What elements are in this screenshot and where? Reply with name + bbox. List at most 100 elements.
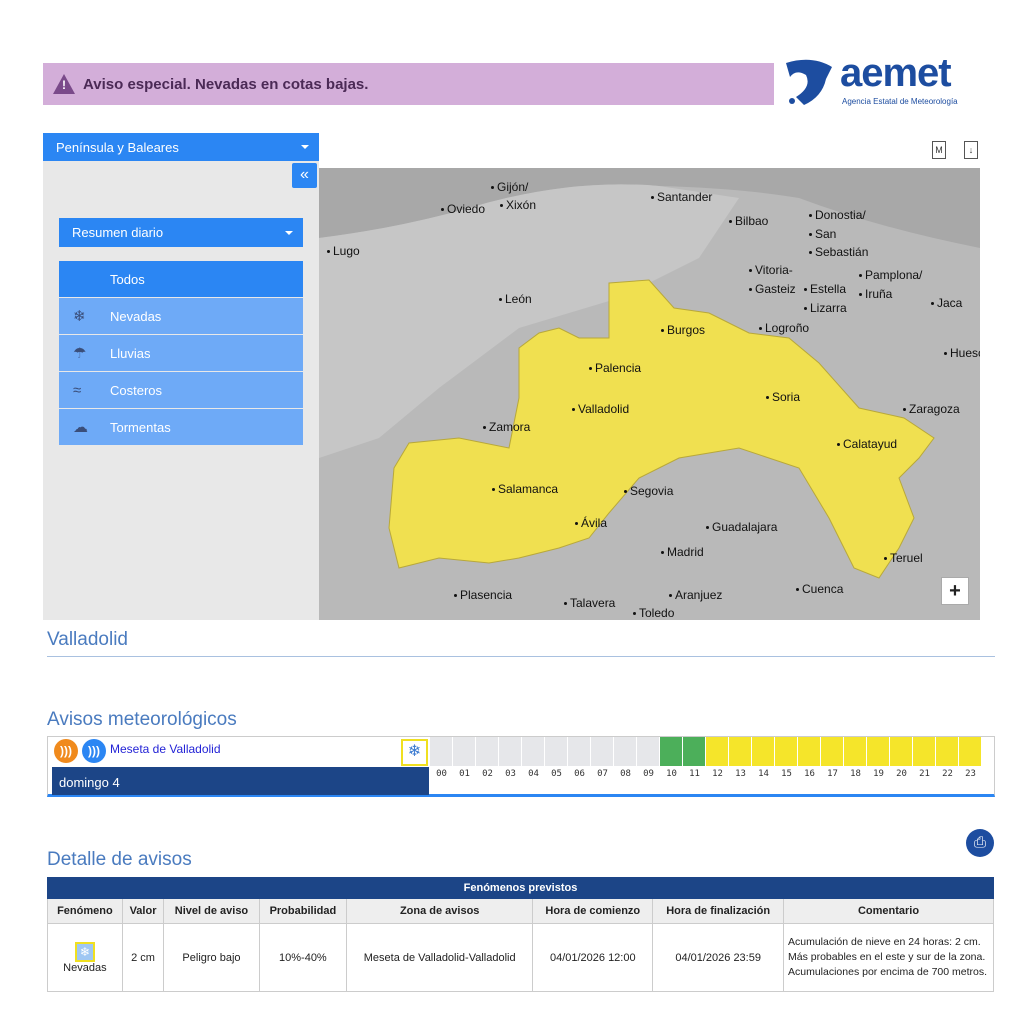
rss-icon[interactable]: ))) <box>54 739 78 763</box>
cell-nivel: Peligro bajo <box>163 923 260 992</box>
waves-icon: ≈ <box>73 381 82 399</box>
menu-item-label: Todos <box>110 271 145 287</box>
print-button[interactable]: ⎙ <box>966 829 994 857</box>
hour-cell: 22 <box>936 737 959 779</box>
hour-label: 22 <box>942 769 953 779</box>
hour-level-bar <box>706 737 729 766</box>
column-header: Hora de comienzo <box>532 898 654 924</box>
hour-cell: 14 <box>752 737 775 779</box>
hour-label: 17 <box>827 769 838 779</box>
hour-level-bar <box>752 737 775 766</box>
cell-zona: Meseta de Valladolid-Valladolid <box>346 923 534 992</box>
snowflake-icon: ❄ <box>73 308 86 325</box>
hour-level-bar <box>637 737 660 766</box>
menu-item-todos[interactable]: Todos <box>59 261 303 297</box>
cell-comienzo: 04/01/2026 12:00 <box>532 923 654 992</box>
hour-level-bar <box>545 737 568 766</box>
column-header: Comentario <box>783 898 994 924</box>
city-label: Valladolid <box>572 402 629 416</box>
zone-link[interactable]: Meseta de Valladolid <box>110 742 221 756</box>
city-label: Segovia <box>624 484 673 498</box>
city-label: Calatayud <box>837 437 897 451</box>
menu-item-tormentas[interactable]: ☁ Tormentas <box>59 409 303 445</box>
cell-fenomeno: ❄ Nevadas <box>47 923 123 992</box>
aemet-logo[interactable]: aemet Agencia Estatal de Meteorología <box>782 53 977 109</box>
view-select[interactable]: Resumen diario <box>59 218 303 247</box>
city-label: Lugo <box>327 244 360 258</box>
column-header: Nivel de aviso <box>163 898 260 924</box>
menu-item-label: Nevadas <box>110 308 162 324</box>
menu-item-lluvias[interactable]: ☂ Lluvias <box>59 335 303 371</box>
region-select[interactable]: Península y Baleares <box>43 133 319 161</box>
menu-item-label: Costeros <box>110 382 163 398</box>
hour-label: 11 <box>689 769 700 779</box>
hour-level-bar <box>591 737 614 766</box>
city-label: Gasteiz <box>749 282 796 296</box>
city-label: Sebastián <box>809 245 868 259</box>
hour-label: 00 <box>436 769 447 779</box>
hour-level-bar <box>936 737 959 766</box>
hour-level-bar <box>890 737 913 766</box>
city-label: Soria <box>766 390 800 404</box>
city-label: Bilbao <box>729 214 768 228</box>
hour-level-bar <box>453 737 476 766</box>
menu-item-costeros[interactable]: ≈ Costeros <box>59 372 303 408</box>
printer-icon: ⎙ <box>973 834 986 851</box>
hour-label: 21 <box>919 769 930 779</box>
hour-label: 09 <box>643 769 654 779</box>
hour-cell: 09 <box>637 737 660 779</box>
hour-label: 16 <box>804 769 815 779</box>
hour-level-bar <box>867 737 890 766</box>
hour-level-bar <box>522 737 545 766</box>
city-label: León <box>499 292 532 306</box>
city-label: Aranjuez <box>669 588 722 602</box>
hour-cell: 07 <box>591 737 614 779</box>
column-header: Valor <box>121 898 165 924</box>
hour-level-bar <box>499 737 522 766</box>
hour-label: 14 <box>758 769 769 779</box>
city-label: Guadalajara <box>706 520 777 534</box>
region-select-value: Península y Baleares <box>56 139 179 155</box>
collapse-sidebar-button[interactable]: « <box>292 163 317 188</box>
hour-level-bar <box>959 737 982 766</box>
city-label: Toledo <box>633 606 674 620</box>
map-terrain-west <box>319 184 739 458</box>
hour-cell: 23 <box>959 737 982 779</box>
menu-item-nevadas[interactable]: ❄ Nevadas <box>59 298 303 334</box>
city-label: Plasencia <box>454 588 512 602</box>
city-label: Teruel <box>884 551 923 565</box>
cell-valor: 2 cm <box>121 923 165 992</box>
zoom-in-button[interactable]: + <box>941 577 969 605</box>
hour-label: 23 <box>965 769 976 779</box>
hour-cell: 19 <box>867 737 890 779</box>
location-title: Valladolid <box>47 629 128 650</box>
hour-label: 02 <box>482 769 493 779</box>
city-label: Talavera <box>564 596 615 610</box>
banner-text: Aviso especial. Nevadas en cotas bajas. <box>83 75 369 93</box>
column-header: Hora de finalización <box>652 898 784 924</box>
city-label: Oviedo <box>441 202 485 216</box>
city-label: Iruña <box>859 287 892 301</box>
caret-down-icon <box>285 230 293 235</box>
rss-icon[interactable]: ))) <box>82 739 106 763</box>
hour-cell: 21 <box>913 737 936 779</box>
menu-item-label: Lluvias <box>110 345 151 361</box>
hour-label: 07 <box>597 769 608 779</box>
city-label: Salamanca <box>492 482 558 496</box>
special-warning-banner[interactable]: ! Aviso especial. Nevadas en cotas bajas… <box>43 63 774 105</box>
hour-level-bar <box>476 737 499 766</box>
download-button[interactable]: ↓ <box>964 141 978 159</box>
hour-level-bar <box>775 737 798 766</box>
warning-map[interactable]: Gijón/ Xixón Oviedo Santander Bilbao Don… <box>319 168 980 620</box>
hour-level-bar <box>568 737 591 766</box>
snowflake-icon: ❄ <box>74 941 95 962</box>
city-label: Huesca <box>944 346 980 360</box>
hour-level-bar <box>683 737 706 766</box>
view-select-value: Resumen diario <box>72 225 164 240</box>
city-label: Gijón/ <box>491 180 528 194</box>
map-mode-button[interactable]: M <box>932 141 946 159</box>
cell-comentario: Acumulación de nieve en 24 horas: 2 cm. … <box>783 923 994 992</box>
hour-cell: 08 <box>614 737 637 779</box>
hour-cell: 05 <box>545 737 568 779</box>
hour-label: 03 <box>505 769 516 779</box>
